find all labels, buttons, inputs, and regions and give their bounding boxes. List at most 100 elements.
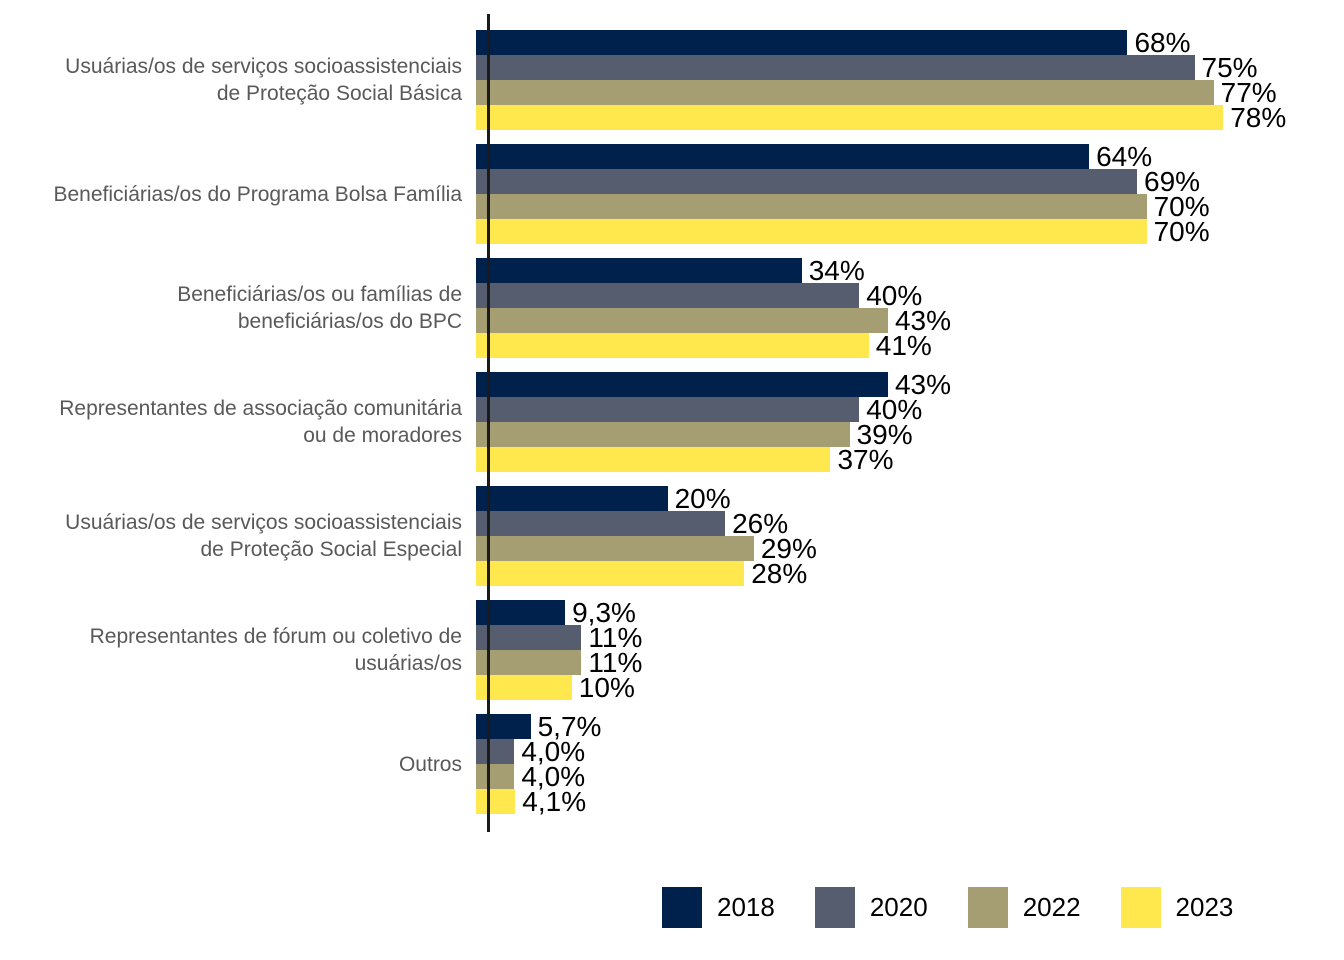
bar-2022 bbox=[476, 194, 1147, 219]
bar-group: Representantes de fórum ou coletivo de us… bbox=[0, 597, 1286, 703]
bar-2020 bbox=[476, 55, 1195, 80]
bar-2018 bbox=[476, 486, 668, 511]
bar-row: 69% bbox=[476, 166, 1210, 197]
value-label: 10% bbox=[578, 672, 635, 703]
bar-row: 43% bbox=[476, 369, 951, 400]
bar-row: 68% bbox=[476, 27, 1286, 58]
bar-group: Beneficiárias/os ou famílias de beneficiá… bbox=[0, 255, 1286, 360]
category-label-line: Beneficiárias/os do Programa Bolsa Famíl… bbox=[53, 182, 462, 206]
category-label-line: Representantes de fórum ou coletivo de bbox=[89, 625, 462, 648]
bar-2023 bbox=[476, 675, 572, 700]
legend-item-2018: 2018 bbox=[662, 887, 775, 928]
bar-2023 bbox=[476, 333, 869, 358]
bar-group: Beneficiárias/os do Programa Bolsa Famíl… bbox=[0, 141, 1286, 247]
category-label: Beneficiárias/os do Programa Bolsa Famíl… bbox=[0, 181, 476, 208]
legend-swatch bbox=[814, 887, 855, 928]
legend-label: 2022 bbox=[1022, 892, 1081, 922]
bar-group: Usuárias/os de serviços socioassistencia… bbox=[0, 483, 1286, 589]
bar-row: 40% bbox=[476, 394, 951, 425]
bar-2023 bbox=[476, 789, 516, 814]
value-label: 28% bbox=[751, 558, 808, 589]
y-axis-line bbox=[487, 14, 490, 832]
category-label-line: ou de moradores bbox=[303, 424, 462, 447]
bar-2023 bbox=[476, 105, 1224, 130]
category-label-line: Representantes de associação comunitária bbox=[59, 397, 462, 420]
bar-2018 bbox=[476, 144, 1090, 169]
value-label: 40% bbox=[866, 394, 923, 425]
category-label-line: Beneficiárias/os ou famílias de bbox=[177, 283, 462, 306]
legend-swatch bbox=[1120, 887, 1161, 928]
bar-row: 34% bbox=[476, 255, 951, 286]
bar-row: 41% bbox=[476, 332, 951, 360]
bar-stack: 68% 75% 77% 78% bbox=[476, 27, 1287, 133]
value-label: 4,1% bbox=[522, 786, 587, 817]
bar-2020 bbox=[476, 397, 860, 422]
value-label: 77% bbox=[1220, 77, 1277, 108]
legend-swatch bbox=[662, 887, 702, 928]
value-label: 4,0% bbox=[521, 736, 586, 767]
value-label: 9,3% bbox=[572, 597, 636, 628]
value-label: 20% bbox=[674, 483, 731, 514]
bar-2022 bbox=[476, 80, 1214, 105]
value-label: 34% bbox=[808, 255, 865, 286]
value-label: 69% bbox=[1144, 166, 1201, 197]
value-label: 43% bbox=[894, 369, 951, 400]
bar-2023 bbox=[476, 447, 831, 472]
legend-item-2020: 2020 bbox=[814, 887, 928, 928]
value-label: 70% bbox=[1153, 216, 1210, 247]
bar-row: 26% bbox=[476, 508, 817, 539]
category-label: Beneficiárias/os ou famílias de beneficiá… bbox=[0, 281, 476, 335]
plot-area: Usuárias/os de serviços socioassistencia… bbox=[0, 14, 1286, 832]
value-label: 11% bbox=[588, 622, 643, 653]
bar-2022 bbox=[476, 764, 515, 789]
bar-2022 bbox=[476, 308, 888, 333]
legend-label: 2023 bbox=[1175, 892, 1234, 922]
legend-label: 2018 bbox=[717, 892, 775, 922]
bar-group: Usuárias/os de serviços socioassistencia… bbox=[0, 27, 1287, 133]
bar-row: 43% bbox=[476, 305, 951, 336]
bar-row: 37% bbox=[476, 446, 951, 474]
value-label: 78% bbox=[1230, 102, 1287, 133]
value-label: 70% bbox=[1153, 191, 1210, 222]
category-label: Representantes de associação comunitária… bbox=[0, 395, 476, 449]
bar-row: 29% bbox=[476, 533, 817, 564]
legend-swatch bbox=[967, 887, 1008, 928]
bar-row: 10% bbox=[476, 672, 642, 703]
bar-row: 11% bbox=[476, 649, 642, 677]
legend-item-2023: 2023 bbox=[1120, 887, 1234, 928]
bar-row: 11% bbox=[476, 622, 643, 653]
legend-label: 2020 bbox=[869, 892, 928, 922]
value-label: 40% bbox=[866, 280, 923, 311]
category-label-line: de Proteção Social Especial bbox=[200, 538, 463, 561]
value-label: 4,0% bbox=[521, 761, 586, 792]
bar-2022 bbox=[476, 422, 850, 447]
value-label: 29% bbox=[760, 533, 817, 564]
bar-2023 bbox=[476, 561, 745, 586]
bar-row: 4,1% bbox=[476, 786, 601, 817]
category-label: Representantes de fórum ou coletivo de us… bbox=[0, 623, 476, 677]
legend: 2018 2020 2022 2023 bbox=[662, 887, 1233, 928]
bar-2018 bbox=[476, 30, 1128, 55]
value-label: 26% bbox=[732, 508, 789, 539]
bar-2022 bbox=[476, 536, 754, 561]
category-label-line: de Proteção Social Básica bbox=[216, 82, 462, 105]
value-label: 68% bbox=[1134, 27, 1191, 58]
bar-group: Outros 5,7% 4,0% 4,0% 4,1% bbox=[0, 713, 1286, 817]
legend-item-2022: 2022 bbox=[967, 887, 1081, 928]
bar-2023 bbox=[476, 219, 1147, 244]
value-label: 43% bbox=[894, 305, 951, 336]
bar-row: 9,3% bbox=[476, 597, 642, 628]
bar-2018 bbox=[476, 372, 888, 397]
category-label-line: beneficiárias/os do BPC bbox=[237, 310, 462, 333]
category-label: Usuárias/os de serviços socioassistencia… bbox=[0, 53, 476, 107]
bar-2018 bbox=[476, 714, 531, 739]
category-label-line: Outros bbox=[398, 752, 462, 776]
value-label: 39% bbox=[856, 419, 913, 450]
bar-row: 40% bbox=[476, 280, 951, 311]
value-label: 64% bbox=[1096, 141, 1153, 172]
bar-row: 75% bbox=[476, 54, 1286, 82]
category-label-line: Usuárias/os de serviços socioassistencia… bbox=[65, 511, 462, 534]
bar-2020 bbox=[476, 283, 860, 308]
bar-row: 39% bbox=[476, 419, 951, 450]
